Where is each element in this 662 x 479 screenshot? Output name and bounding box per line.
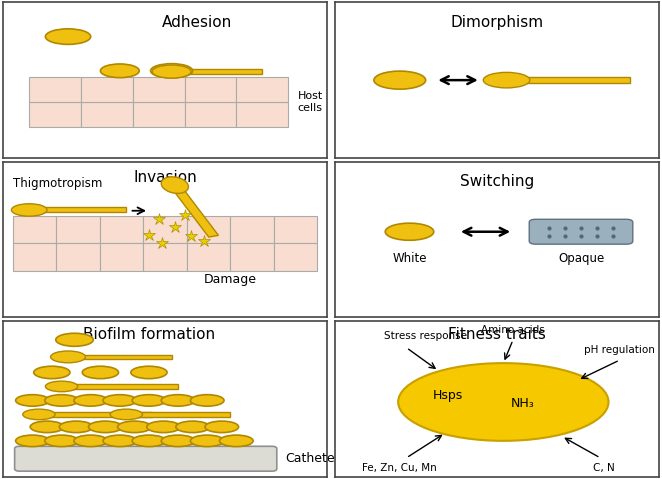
Text: Switching: Switching: [459, 174, 534, 189]
Bar: [56, 216, 100, 242]
Ellipse shape: [132, 395, 166, 406]
Ellipse shape: [191, 435, 224, 446]
Bar: [187, 242, 230, 271]
Bar: [144, 216, 187, 242]
FancyBboxPatch shape: [170, 184, 218, 237]
Ellipse shape: [131, 366, 167, 379]
Ellipse shape: [385, 223, 434, 240]
Ellipse shape: [110, 409, 142, 420]
Bar: [230, 216, 274, 242]
Bar: [185, 77, 236, 102]
Ellipse shape: [50, 351, 85, 363]
Text: Opaque: Opaque: [558, 252, 604, 265]
Bar: [144, 242, 187, 271]
Ellipse shape: [205, 421, 238, 433]
Bar: [274, 216, 317, 242]
Ellipse shape: [45, 395, 78, 406]
FancyBboxPatch shape: [39, 412, 152, 417]
FancyBboxPatch shape: [68, 354, 171, 359]
Ellipse shape: [162, 435, 195, 446]
Text: Catheter: Catheter: [285, 452, 340, 465]
Ellipse shape: [101, 64, 139, 78]
Ellipse shape: [46, 29, 91, 45]
Ellipse shape: [103, 395, 136, 406]
Ellipse shape: [162, 177, 189, 194]
Ellipse shape: [132, 435, 166, 446]
Ellipse shape: [483, 72, 530, 88]
Text: Adhesion: Adhesion: [162, 15, 232, 30]
Bar: [187, 216, 230, 242]
Bar: [29, 77, 81, 102]
Bar: [56, 242, 100, 271]
Ellipse shape: [374, 71, 426, 89]
Text: Fe, Zn, Cu, Mn: Fe, Zn, Cu, Mn: [362, 463, 437, 473]
FancyBboxPatch shape: [506, 77, 630, 83]
Ellipse shape: [46, 381, 77, 392]
Bar: [185, 102, 236, 127]
FancyBboxPatch shape: [529, 219, 633, 244]
Ellipse shape: [150, 64, 193, 78]
Ellipse shape: [56, 333, 93, 346]
FancyBboxPatch shape: [62, 384, 178, 388]
Bar: [13, 216, 56, 242]
Text: White: White: [392, 252, 427, 265]
Bar: [100, 242, 144, 271]
Bar: [230, 242, 274, 271]
FancyBboxPatch shape: [15, 446, 277, 471]
Text: Fitness traits: Fitness traits: [448, 327, 545, 342]
Ellipse shape: [191, 395, 224, 406]
Text: Stress response: Stress response: [383, 331, 467, 342]
Ellipse shape: [16, 395, 49, 406]
Ellipse shape: [398, 363, 608, 441]
Ellipse shape: [74, 395, 107, 406]
Text: Dimorphism: Dimorphism: [450, 15, 544, 30]
Bar: [274, 242, 317, 271]
FancyBboxPatch shape: [126, 412, 230, 417]
Text: Host
cells: Host cells: [298, 91, 323, 113]
Bar: [81, 102, 133, 127]
Bar: [133, 77, 185, 102]
Ellipse shape: [118, 421, 151, 433]
Text: pH regulation: pH regulation: [585, 345, 655, 355]
Ellipse shape: [220, 435, 253, 446]
Text: C, N: C, N: [592, 463, 614, 473]
Ellipse shape: [23, 409, 55, 420]
Ellipse shape: [60, 421, 93, 433]
Text: Invasion: Invasion: [133, 170, 197, 184]
Ellipse shape: [45, 435, 78, 446]
Bar: [100, 216, 144, 242]
Text: Damage: Damage: [204, 273, 257, 286]
Ellipse shape: [11, 204, 47, 216]
Bar: [29, 102, 81, 127]
Bar: [13, 242, 56, 271]
Text: Biofilm formation: Biofilm formation: [83, 327, 215, 342]
Ellipse shape: [34, 366, 70, 379]
Bar: [81, 77, 133, 102]
FancyBboxPatch shape: [29, 207, 126, 213]
Text: NH₃: NH₃: [511, 397, 535, 410]
Ellipse shape: [162, 395, 195, 406]
Text: Thigmotropism: Thigmotropism: [13, 177, 103, 190]
Text: Hsps: Hsps: [433, 389, 463, 402]
Ellipse shape: [147, 421, 180, 433]
Ellipse shape: [74, 435, 107, 446]
Ellipse shape: [176, 421, 209, 433]
Bar: [236, 102, 288, 127]
Ellipse shape: [103, 435, 136, 446]
Bar: [236, 77, 288, 102]
Bar: [133, 102, 185, 127]
Text: Amino acids: Amino acids: [481, 325, 545, 335]
Ellipse shape: [82, 366, 118, 379]
FancyBboxPatch shape: [171, 69, 262, 74]
Ellipse shape: [16, 435, 49, 446]
Ellipse shape: [152, 65, 191, 78]
Ellipse shape: [89, 421, 122, 433]
Ellipse shape: [30, 421, 64, 433]
